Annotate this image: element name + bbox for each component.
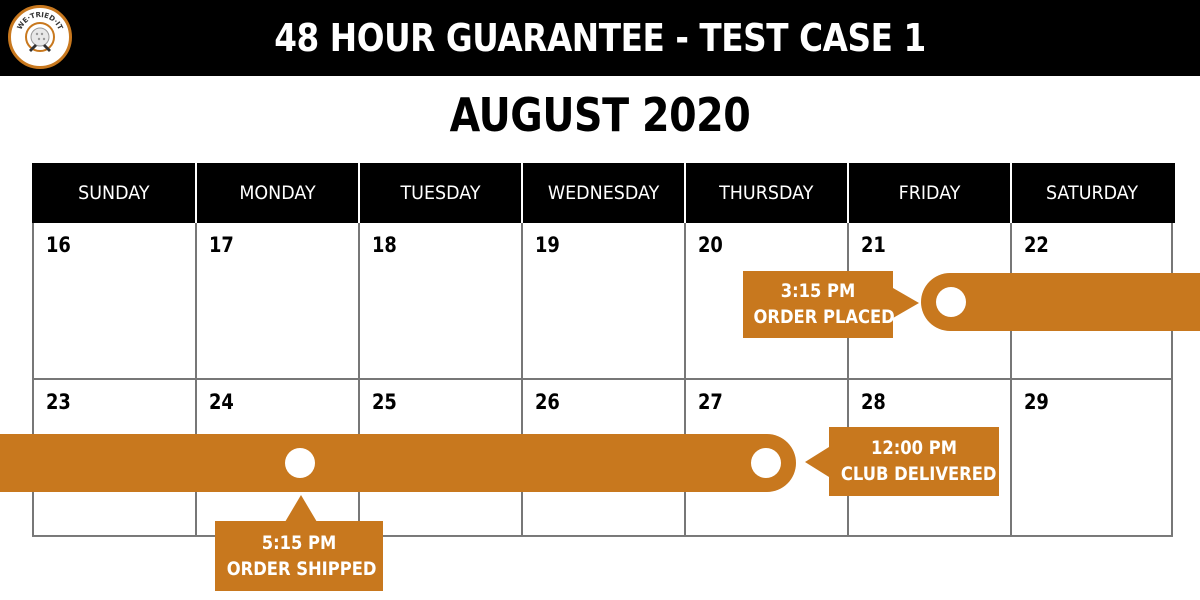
day-number: 18 <box>372 233 397 257</box>
month-title: AUGUST 2020 <box>449 88 751 142</box>
event-label: ORDER PLACED <box>753 306 895 328</box>
day-number: 19 <box>535 233 560 257</box>
callout-club-delivered: 12:00 PM CLUB DELIVERED <box>829 427 999 496</box>
timeline-dot <box>285 448 315 478</box>
callout-order-shipped: 5:15 PM ORDER SHIPPED <box>215 521 383 591</box>
weekday-header-row: SUNDAY MONDAY TUESDAY WEDNESDAY THURSDAY… <box>32 163 1175 223</box>
day-number: 27 <box>698 390 723 414</box>
page-title: 48 HOUR GUARANTEE - TEST CASE 1 <box>274 16 926 60</box>
day-number: 26 <box>535 390 560 414</box>
callout-pointer <box>285 495 317 522</box>
event-time: 12:00 PM <box>871 437 957 459</box>
day-cell: 19 <box>521 223 684 380</box>
day-number: 20 <box>698 233 723 257</box>
day-number: 28 <box>861 390 886 414</box>
day-number: 21 <box>861 233 886 257</box>
day-number: 16 <box>46 233 71 257</box>
weekday-sunday: SUNDAY <box>77 182 150 204</box>
callout-order-placed: 3:15 PM ORDER PLACED <box>743 271 895 338</box>
callout-pointer <box>805 447 829 477</box>
timeline-bar-order-placed <box>921 273 1200 331</box>
weekday-monday: MONDAY <box>195 163 358 223</box>
week-row: 16 17 18 19 20 21 22 <box>32 223 1175 380</box>
bottom-fade <box>0 535 1200 600</box>
timeline-dot <box>751 448 781 478</box>
event-label: ORDER SHIPPED <box>226 558 377 580</box>
timeline-bar-shipping <box>0 434 796 492</box>
day-cell: 17 <box>195 223 358 380</box>
day-cell: 20 <box>684 223 847 380</box>
header-bar: WE·TRIED·IT 48 HOUR GUARANTEE - TEST CAS… <box>0 0 1200 76</box>
event-label: CLUB DELIVERED <box>840 463 997 485</box>
day-cell: 29 <box>1010 380 1173 537</box>
event-time: 5:15 PM <box>261 532 337 554</box>
weekday-saturday: SATURDAY <box>1010 163 1173 223</box>
day-number: 24 <box>209 390 234 414</box>
calendar-grid: SUNDAY MONDAY TUESDAY WEDNESDAY THURSDAY… <box>32 163 1175 537</box>
we-tried-it-logo-icon: WE·TRIED·IT <box>8 5 72 69</box>
timeline-dot <box>936 287 966 317</box>
day-number: 17 <box>209 233 234 257</box>
day-number: 25 <box>372 390 397 414</box>
day-cell: 16 <box>32 223 195 380</box>
weekday-wednesday: WEDNESDAY <box>521 163 684 223</box>
day-cell: 18 <box>358 223 521 380</box>
event-time: 3:15 PM <box>780 280 856 302</box>
callout-pointer <box>893 288 919 318</box>
weekday-tuesday: TUESDAY <box>358 163 521 223</box>
day-number: 29 <box>1024 390 1049 414</box>
day-number: 23 <box>46 390 71 414</box>
weekday-friday: FRIDAY <box>847 163 1010 223</box>
weekday-thursday: THURSDAY <box>684 163 847 223</box>
day-number: 22 <box>1024 233 1049 257</box>
